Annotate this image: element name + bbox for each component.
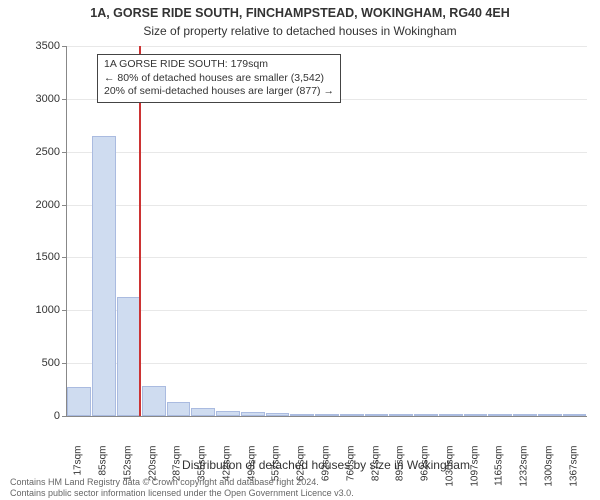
histogram-bar xyxy=(563,414,587,416)
chart-subtitle: Size of property relative to detached ho… xyxy=(0,24,600,38)
histogram-bar xyxy=(340,414,364,416)
histogram-bar xyxy=(216,411,240,416)
y-tick-mark xyxy=(62,99,66,100)
histogram-bar xyxy=(488,414,512,416)
histogram-bar xyxy=(513,414,537,416)
histogram-bar xyxy=(191,408,215,416)
y-tick-mark xyxy=(62,416,66,417)
gridline xyxy=(67,46,587,47)
gridline xyxy=(67,152,587,153)
footer-line1: Contains HM Land Registry data © Crown c… xyxy=(10,477,354,487)
y-tick-label: 1000 xyxy=(10,304,60,316)
y-tick-label: 2500 xyxy=(10,146,60,158)
gridline xyxy=(67,205,587,206)
y-tick-label: 500 xyxy=(10,357,60,369)
chart-container: 1A, GORSE RIDE SOUTH, FINCHAMPSTEAD, WOK… xyxy=(0,0,600,500)
histogram-bar xyxy=(67,387,91,416)
histogram-bar xyxy=(241,412,265,416)
histogram-bar xyxy=(167,402,191,416)
histogram-bar xyxy=(538,414,562,416)
callout-line: 20% of semi-detached houses are larger (… xyxy=(104,85,334,99)
chart-title: 1A, GORSE RIDE SOUTH, FINCHAMPSTEAD, WOK… xyxy=(0,6,600,20)
y-tick-label: 0 xyxy=(10,410,60,422)
callout-box: 1A GORSE RIDE SOUTH: 179sqm← 80% of deta… xyxy=(97,54,341,103)
histogram-bar xyxy=(290,414,314,416)
histogram-bar xyxy=(439,414,463,416)
histogram-bar xyxy=(92,136,116,416)
gridline xyxy=(67,363,587,364)
y-tick-label: 3500 xyxy=(10,40,60,52)
y-tick-mark xyxy=(62,205,66,206)
plot-area: 1A GORSE RIDE SOUTH: 179sqm← 80% of deta… xyxy=(66,46,587,417)
callout-line: ← 80% of detached houses are smaller (3,… xyxy=(104,72,334,86)
histogram-bar xyxy=(266,413,290,416)
histogram-bar xyxy=(414,414,438,416)
y-tick-mark xyxy=(62,46,66,47)
histogram-bar xyxy=(142,386,166,416)
y-tick-label: 3000 xyxy=(10,93,60,105)
footer-text: Contains HM Land Registry data © Crown c… xyxy=(10,477,354,498)
y-tick-mark xyxy=(62,257,66,258)
callout-line: 1A GORSE RIDE SOUTH: 179sqm xyxy=(104,58,334,72)
y-tick-mark xyxy=(62,310,66,311)
histogram-bar xyxy=(464,414,488,416)
gridline xyxy=(67,310,587,311)
histogram-bar xyxy=(315,414,339,416)
footer-line2: Contains public sector information licen… xyxy=(10,488,354,498)
y-tick-mark xyxy=(62,152,66,153)
histogram-bar xyxy=(365,414,389,416)
y-tick-label: 1500 xyxy=(10,251,60,263)
y-tick-mark xyxy=(62,363,66,364)
x-axis-label: Distribution of detached houses by size … xyxy=(66,458,586,472)
histogram-bar xyxy=(389,414,413,416)
y-tick-label: 2000 xyxy=(10,199,60,211)
histogram-bar xyxy=(117,297,141,416)
gridline xyxy=(67,257,587,258)
